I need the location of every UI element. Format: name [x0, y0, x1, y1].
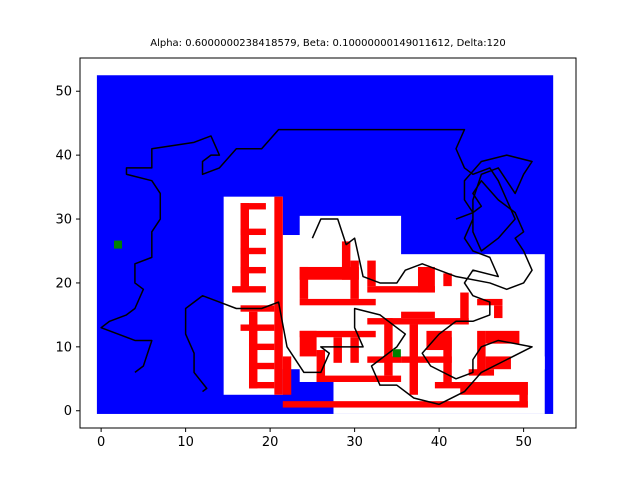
- free-region: [502, 356, 545, 370]
- obstacle-cell: [282, 401, 528, 408]
- obstacle-cell: [367, 260, 376, 287]
- obstacle-cell: [248, 343, 275, 351]
- trajectory-line: [100, 128, 533, 406]
- obstacle-cell: [367, 286, 435, 293]
- obstacle-cell: [460, 381, 528, 395]
- obstacle-cell: [248, 311, 258, 389]
- obstacle-cell: [316, 375, 402, 382]
- obstacle-cell: [401, 311, 435, 319]
- obstacle-cell: [460, 292, 469, 325]
- obstacle-cell: [299, 266, 309, 299]
- endpoint-marker: [392, 349, 401, 358]
- obstacle-cell: [434, 381, 469, 389]
- x-tick-label: 40: [431, 435, 448, 450]
- obstacle-cell: [350, 260, 359, 299]
- obstacle-cell: [282, 356, 292, 395]
- x-tick-label: 50: [515, 435, 532, 450]
- obstacle-cell: [494, 305, 503, 319]
- obstacle-cell: [367, 318, 469, 325]
- x-tick-label: 0: [97, 435, 105, 450]
- obstacle-cell: [299, 330, 376, 338]
- obstacle-cell: [417, 266, 435, 293]
- y-tick-label: 30: [55, 213, 72, 228]
- axes: 0 10 20 30 40 50 0 10 20 30 40 50: [55, 85, 531, 450]
- y-tick-label: 10: [55, 340, 72, 355]
- obstacle-cell: [299, 298, 376, 306]
- endpoint-markers: [114, 240, 401, 358]
- obstacle-cell: [316, 350, 326, 382]
- y-tick-label: 20: [55, 276, 72, 291]
- obstacle-cell: [341, 241, 351, 280]
- plot-frame: [79, 57, 577, 429]
- obstacle-cell: [240, 203, 266, 210]
- obstacle-cell: [248, 362, 275, 370]
- obstacle-cell: [299, 330, 317, 357]
- x-tick-label: 10: [177, 435, 194, 450]
- x-tick-label: 30: [346, 435, 363, 450]
- y-tick-label: 0: [64, 404, 72, 419]
- obstacle-cell: [485, 356, 511, 370]
- obstacle-cell: [240, 228, 266, 236]
- chart-title: Alpha: 0.6000000238418579, Beta: 0.10000…: [150, 38, 506, 49]
- obstacle-cell: [333, 337, 342, 363]
- obstacle-cell: [485, 330, 520, 344]
- y-tick-label: 40: [55, 149, 72, 164]
- obstacle-cell: [240, 247, 266, 255]
- obstacle-cell: [232, 286, 266, 293]
- y-tick-label: 50: [55, 85, 72, 100]
- obstacle-cell: [350, 337, 359, 363]
- x-tick-label: 20: [262, 435, 279, 450]
- trajectory-line: [311, 179, 533, 291]
- obstacle-cell: [248, 381, 275, 389]
- obstacle-cell: [384, 318, 393, 376]
- obstacle-cell: [443, 273, 452, 287]
- trajectory-layer: [100, 128, 533, 406]
- obstacle-cell: [477, 330, 486, 376]
- obstacle-cell: [443, 337, 452, 382]
- endpoint-marker: [114, 240, 123, 249]
- obstacle-cell: [240, 266, 266, 274]
- obstacle-cell: [274, 196, 283, 395]
